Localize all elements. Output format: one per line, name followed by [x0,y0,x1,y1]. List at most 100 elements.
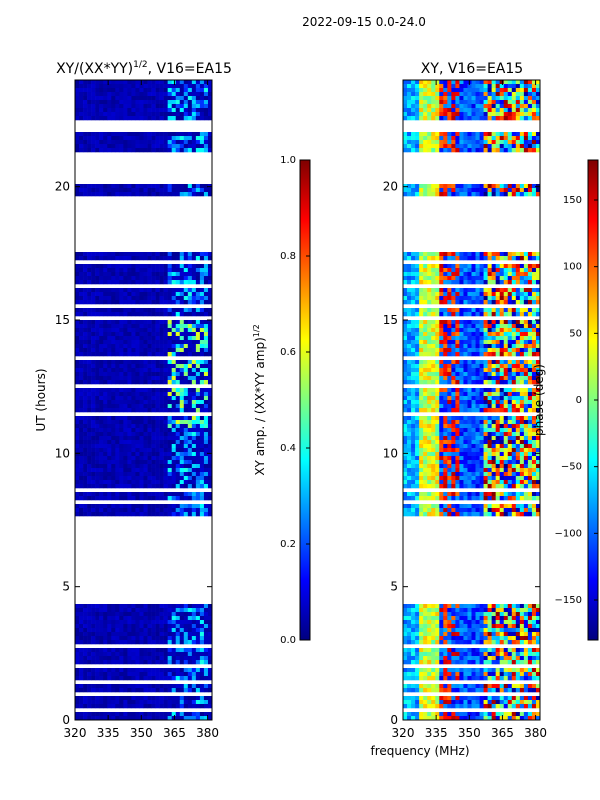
heat-cell [87,420,92,425]
heat-cell [135,84,140,89]
heat-cell [519,376,525,381]
heat-cell [403,324,408,329]
heat-cell [107,364,112,369]
heat-cell [151,716,156,720]
heat-cell [79,288,84,293]
heat-cell [503,108,509,113]
heat-cell [159,416,164,421]
heat-cell [95,648,100,653]
heat-cell [163,268,168,273]
heat-cell [407,328,412,333]
heat-cell [463,332,468,337]
heat-cell [91,492,96,497]
heat-cell [507,376,513,381]
heat-cell [207,352,212,357]
heat-cell [411,372,416,377]
heat-cell [103,620,108,625]
heat-cell [423,296,428,301]
heat-cell [87,704,92,709]
heat-cell [431,80,436,85]
panel-phase-title: XY, V16=EA15 [421,61,523,77]
heat-cell [159,716,164,720]
heat-cell [495,84,501,89]
heat-cell [175,352,181,357]
heat-cell [463,108,468,113]
heat-cell [79,688,84,693]
heat-cell [87,320,92,325]
heat-cell [435,360,440,365]
heat-cell [191,272,197,277]
heat-cell [91,88,96,93]
heat-cell [475,296,480,301]
heat-cell [123,472,128,477]
heat-cell [147,264,152,269]
heat-cell [463,96,468,101]
heat-cell [115,352,120,357]
heat-cell [407,136,412,141]
heat-cell [95,716,100,720]
heat-cell [191,136,197,141]
heat-cell [187,100,193,105]
heat-cell [91,456,96,461]
heat-cell [95,392,100,397]
heat-cell [171,484,177,489]
heat-cell [483,96,488,101]
heat-cell [415,80,420,85]
heat-cell [131,308,136,313]
heat-cell [499,84,505,89]
heat-cell [431,280,436,285]
heat-cell [199,704,205,709]
heat-cell [475,376,480,381]
heat-cell [159,292,164,297]
heat-cell [175,660,181,665]
heat-cell [159,376,164,381]
heat-cell [179,92,185,97]
heat-cell [519,276,525,281]
heat-cell [191,300,197,305]
heat-cell [523,116,529,121]
heat-cell [91,288,96,293]
heat-cell [127,448,132,453]
heat-cell [79,108,84,113]
heat-cell [95,192,100,197]
heat-cell [471,336,476,341]
heat-cell [503,140,509,145]
heat-cell [187,88,193,93]
heat-cell [151,436,156,441]
heat-cell [87,656,92,661]
heat-cell [143,88,148,93]
heat-cell [411,96,416,101]
heat-cell [91,624,96,629]
heat-cell [139,688,144,693]
heat-cell [411,292,416,297]
heat-cell [515,368,521,373]
heat-cell [107,288,112,293]
heat-cell [503,252,509,257]
heat-cell [75,148,80,153]
heat-cell [119,296,124,301]
heat-cell [487,340,492,345]
heat-cell [123,332,128,337]
heat-cell [463,336,468,341]
heat-cell [111,420,116,425]
heat-cell [511,364,517,369]
heat-cell [83,184,88,189]
heat-cell [207,252,212,257]
heat-cell [123,396,128,401]
heat-cell [143,608,148,613]
heat-cell [483,148,488,153]
heat-cell [199,344,205,349]
heat-cell [511,272,517,277]
heat-cell [147,672,152,677]
heat-cell [103,288,108,293]
heat-cell [75,96,80,101]
heat-cell [507,296,513,301]
heat-cell [127,332,132,337]
heat-cell [139,184,144,189]
heat-cell [179,660,185,665]
heat-cell [167,712,173,717]
heat-cell [155,688,160,693]
heat-cell [115,460,120,465]
heat-cell [123,104,128,109]
heat-cell [179,456,185,461]
